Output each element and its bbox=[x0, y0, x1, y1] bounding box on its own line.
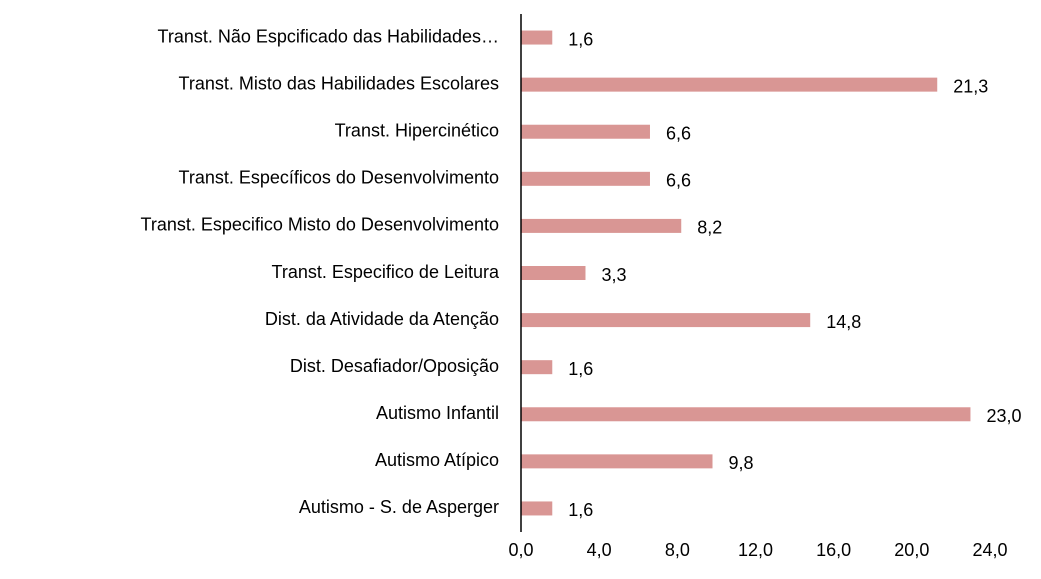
y-tick-label: Transt. Especifico de Leitura bbox=[272, 262, 500, 282]
y-tick-label: Dist. Desafiador/Oposição bbox=[290, 356, 499, 376]
value-label: 9,8 bbox=[729, 453, 754, 473]
bar bbox=[521, 30, 553, 45]
y-tick-label: Autismo Infantil bbox=[376, 403, 499, 423]
y-tick-label: Dist. da Atividade da Atenção bbox=[265, 309, 499, 329]
bar bbox=[521, 360, 553, 375]
bar bbox=[521, 454, 713, 469]
value-label: 1,6 bbox=[568, 500, 593, 520]
y-tick-label: Autismo - S. de Asperger bbox=[299, 497, 499, 517]
value-label: 6,6 bbox=[666, 123, 691, 143]
value-label: 23,0 bbox=[986, 406, 1021, 426]
x-tick-label: 16,0 bbox=[816, 540, 851, 560]
x-tick-label: 12,0 bbox=[738, 540, 773, 560]
y-tick-label: Transt. Misto das Habilidades Escolares bbox=[179, 73, 499, 93]
bar bbox=[521, 407, 971, 422]
bar bbox=[521, 501, 553, 516]
value-label: 1,6 bbox=[568, 29, 593, 49]
y-tick-label: Transt. Hipercinético bbox=[335, 120, 499, 140]
bar bbox=[521, 313, 811, 328]
x-tick-label: 8,0 bbox=[665, 540, 690, 560]
bar bbox=[521, 171, 650, 186]
value-label: 21,3 bbox=[953, 76, 988, 96]
value-label: 6,6 bbox=[666, 171, 691, 191]
bar bbox=[521, 77, 938, 92]
x-tick-label: 20,0 bbox=[894, 540, 929, 560]
value-label: 1,6 bbox=[568, 359, 593, 379]
y-tick-label: Autismo Atípico bbox=[375, 450, 499, 470]
y-tick-label: Transt. Não Espcificado das Habilidades… bbox=[158, 26, 500, 46]
value-label: 14,8 bbox=[826, 312, 861, 332]
y-tick-label: Transt. Específicos do Desenvolvimento bbox=[179, 168, 499, 188]
x-tick-label: 24,0 bbox=[972, 540, 1007, 560]
value-label: 8,2 bbox=[697, 218, 722, 238]
bar bbox=[521, 266, 586, 280]
bar bbox=[521, 124, 650, 139]
bar bbox=[521, 218, 682, 233]
value-label: 3,3 bbox=[601, 265, 626, 285]
y-tick-label: Transt. Especifico Misto do Desenvolvime… bbox=[141, 215, 499, 235]
x-tick-label: 4,0 bbox=[587, 540, 612, 560]
x-tick-label: 0,0 bbox=[508, 540, 533, 560]
